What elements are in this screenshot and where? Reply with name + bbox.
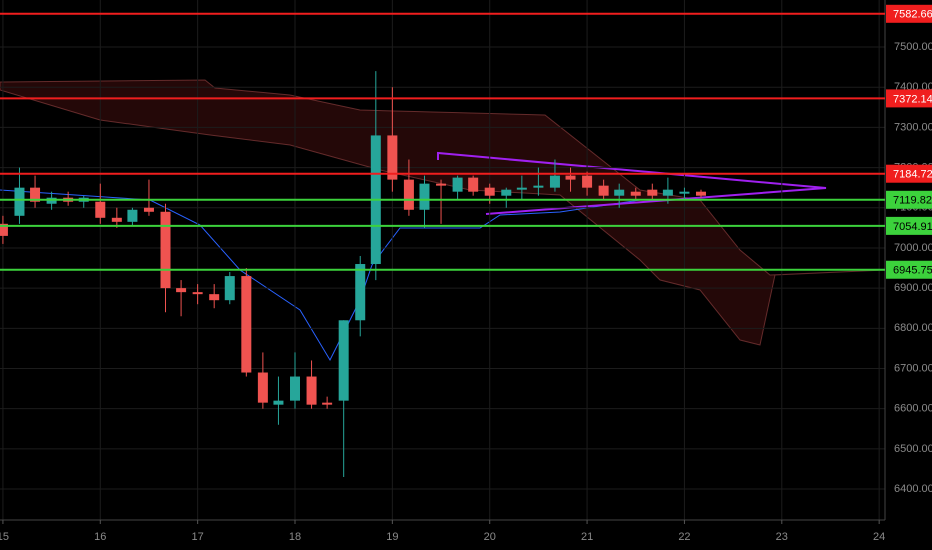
candle-body xyxy=(160,211,171,289)
candle-body xyxy=(273,400,284,405)
candle-body xyxy=(176,288,187,293)
y-tick-label: 6700.00 xyxy=(894,362,932,374)
candle-body xyxy=(452,177,463,192)
x-tick-label: 17 xyxy=(192,531,204,543)
ichimoku-cloud xyxy=(0,79,886,346)
candle-body xyxy=(468,177,479,192)
candle-body xyxy=(598,185,609,196)
y-tick-label: 7500.00 xyxy=(894,41,932,53)
candle-body xyxy=(679,191,690,194)
candle-body xyxy=(647,189,658,196)
x-tick-label: 15 xyxy=(0,531,9,543)
candle-body xyxy=(241,276,252,373)
level-label: 7184.72 xyxy=(893,169,932,181)
x-tick-label: 23 xyxy=(776,531,788,543)
level-label-bg xyxy=(886,164,932,183)
candle-body xyxy=(322,402,333,405)
level-label-bg xyxy=(886,260,932,279)
candle-body xyxy=(355,264,366,321)
y-tick-label: 6900.00 xyxy=(894,282,932,294)
x-tick-label: 16 xyxy=(94,531,106,543)
candle-body xyxy=(290,376,300,401)
candle-body xyxy=(30,187,41,202)
candle-body xyxy=(565,175,576,180)
level-label-bg xyxy=(886,190,932,209)
candle-body xyxy=(436,183,447,186)
candle-body xyxy=(111,217,122,222)
candle-body xyxy=(630,191,641,196)
level-label: 7372.14 xyxy=(893,93,932,105)
candle-body xyxy=(192,292,203,295)
y-tick-label: 7000.00 xyxy=(894,242,932,254)
candle-body xyxy=(387,135,398,180)
candle-body xyxy=(338,320,349,401)
candle-body xyxy=(533,185,544,188)
candle-body xyxy=(127,209,138,222)
candle-body xyxy=(582,175,593,188)
level-label-bg xyxy=(886,4,932,23)
candle-body xyxy=(14,187,25,216)
x-tick-label: 22 xyxy=(678,531,690,543)
x-tick-label: 18 xyxy=(289,531,301,543)
candle-body xyxy=(224,276,235,301)
level-label: 7119.82 xyxy=(893,195,932,207)
y-tick-label: 6800.00 xyxy=(894,322,932,334)
x-tick-label: 21 xyxy=(581,531,593,543)
candle-body xyxy=(209,294,220,301)
level-label: 7582.66 xyxy=(893,9,932,21)
candle-body xyxy=(501,189,512,196)
x-tick-label: 19 xyxy=(386,531,398,543)
y-tick-label: 6400.00 xyxy=(894,483,932,495)
candle-body xyxy=(0,223,8,236)
candle-body xyxy=(403,179,414,210)
x-tick-label: 24 xyxy=(873,531,885,543)
y-tick-label: 6600.00 xyxy=(894,403,932,415)
base-line xyxy=(0,189,700,362)
candle-body xyxy=(95,201,106,218)
x-tick-label: 20 xyxy=(484,531,496,543)
candle-body xyxy=(484,187,495,196)
plot-decor xyxy=(0,0,886,520)
level-label-bg xyxy=(886,216,932,235)
candle-body xyxy=(143,207,154,212)
triangle-pattern xyxy=(437,151,827,215)
candle-body xyxy=(419,183,430,210)
candle-body xyxy=(662,189,673,196)
y-tick-label: 7300.00 xyxy=(894,121,932,133)
candle-body xyxy=(306,376,317,405)
level-label-bg xyxy=(886,89,932,108)
y-tick-label: 6500.00 xyxy=(894,443,932,455)
candle-body xyxy=(516,187,527,190)
candle-body xyxy=(549,175,560,188)
candle-body xyxy=(614,189,625,196)
level-label: 6945.75 xyxy=(893,265,932,277)
candle-body xyxy=(257,372,268,403)
level-label: 7054.91 xyxy=(893,221,932,233)
candle-body xyxy=(695,191,706,196)
